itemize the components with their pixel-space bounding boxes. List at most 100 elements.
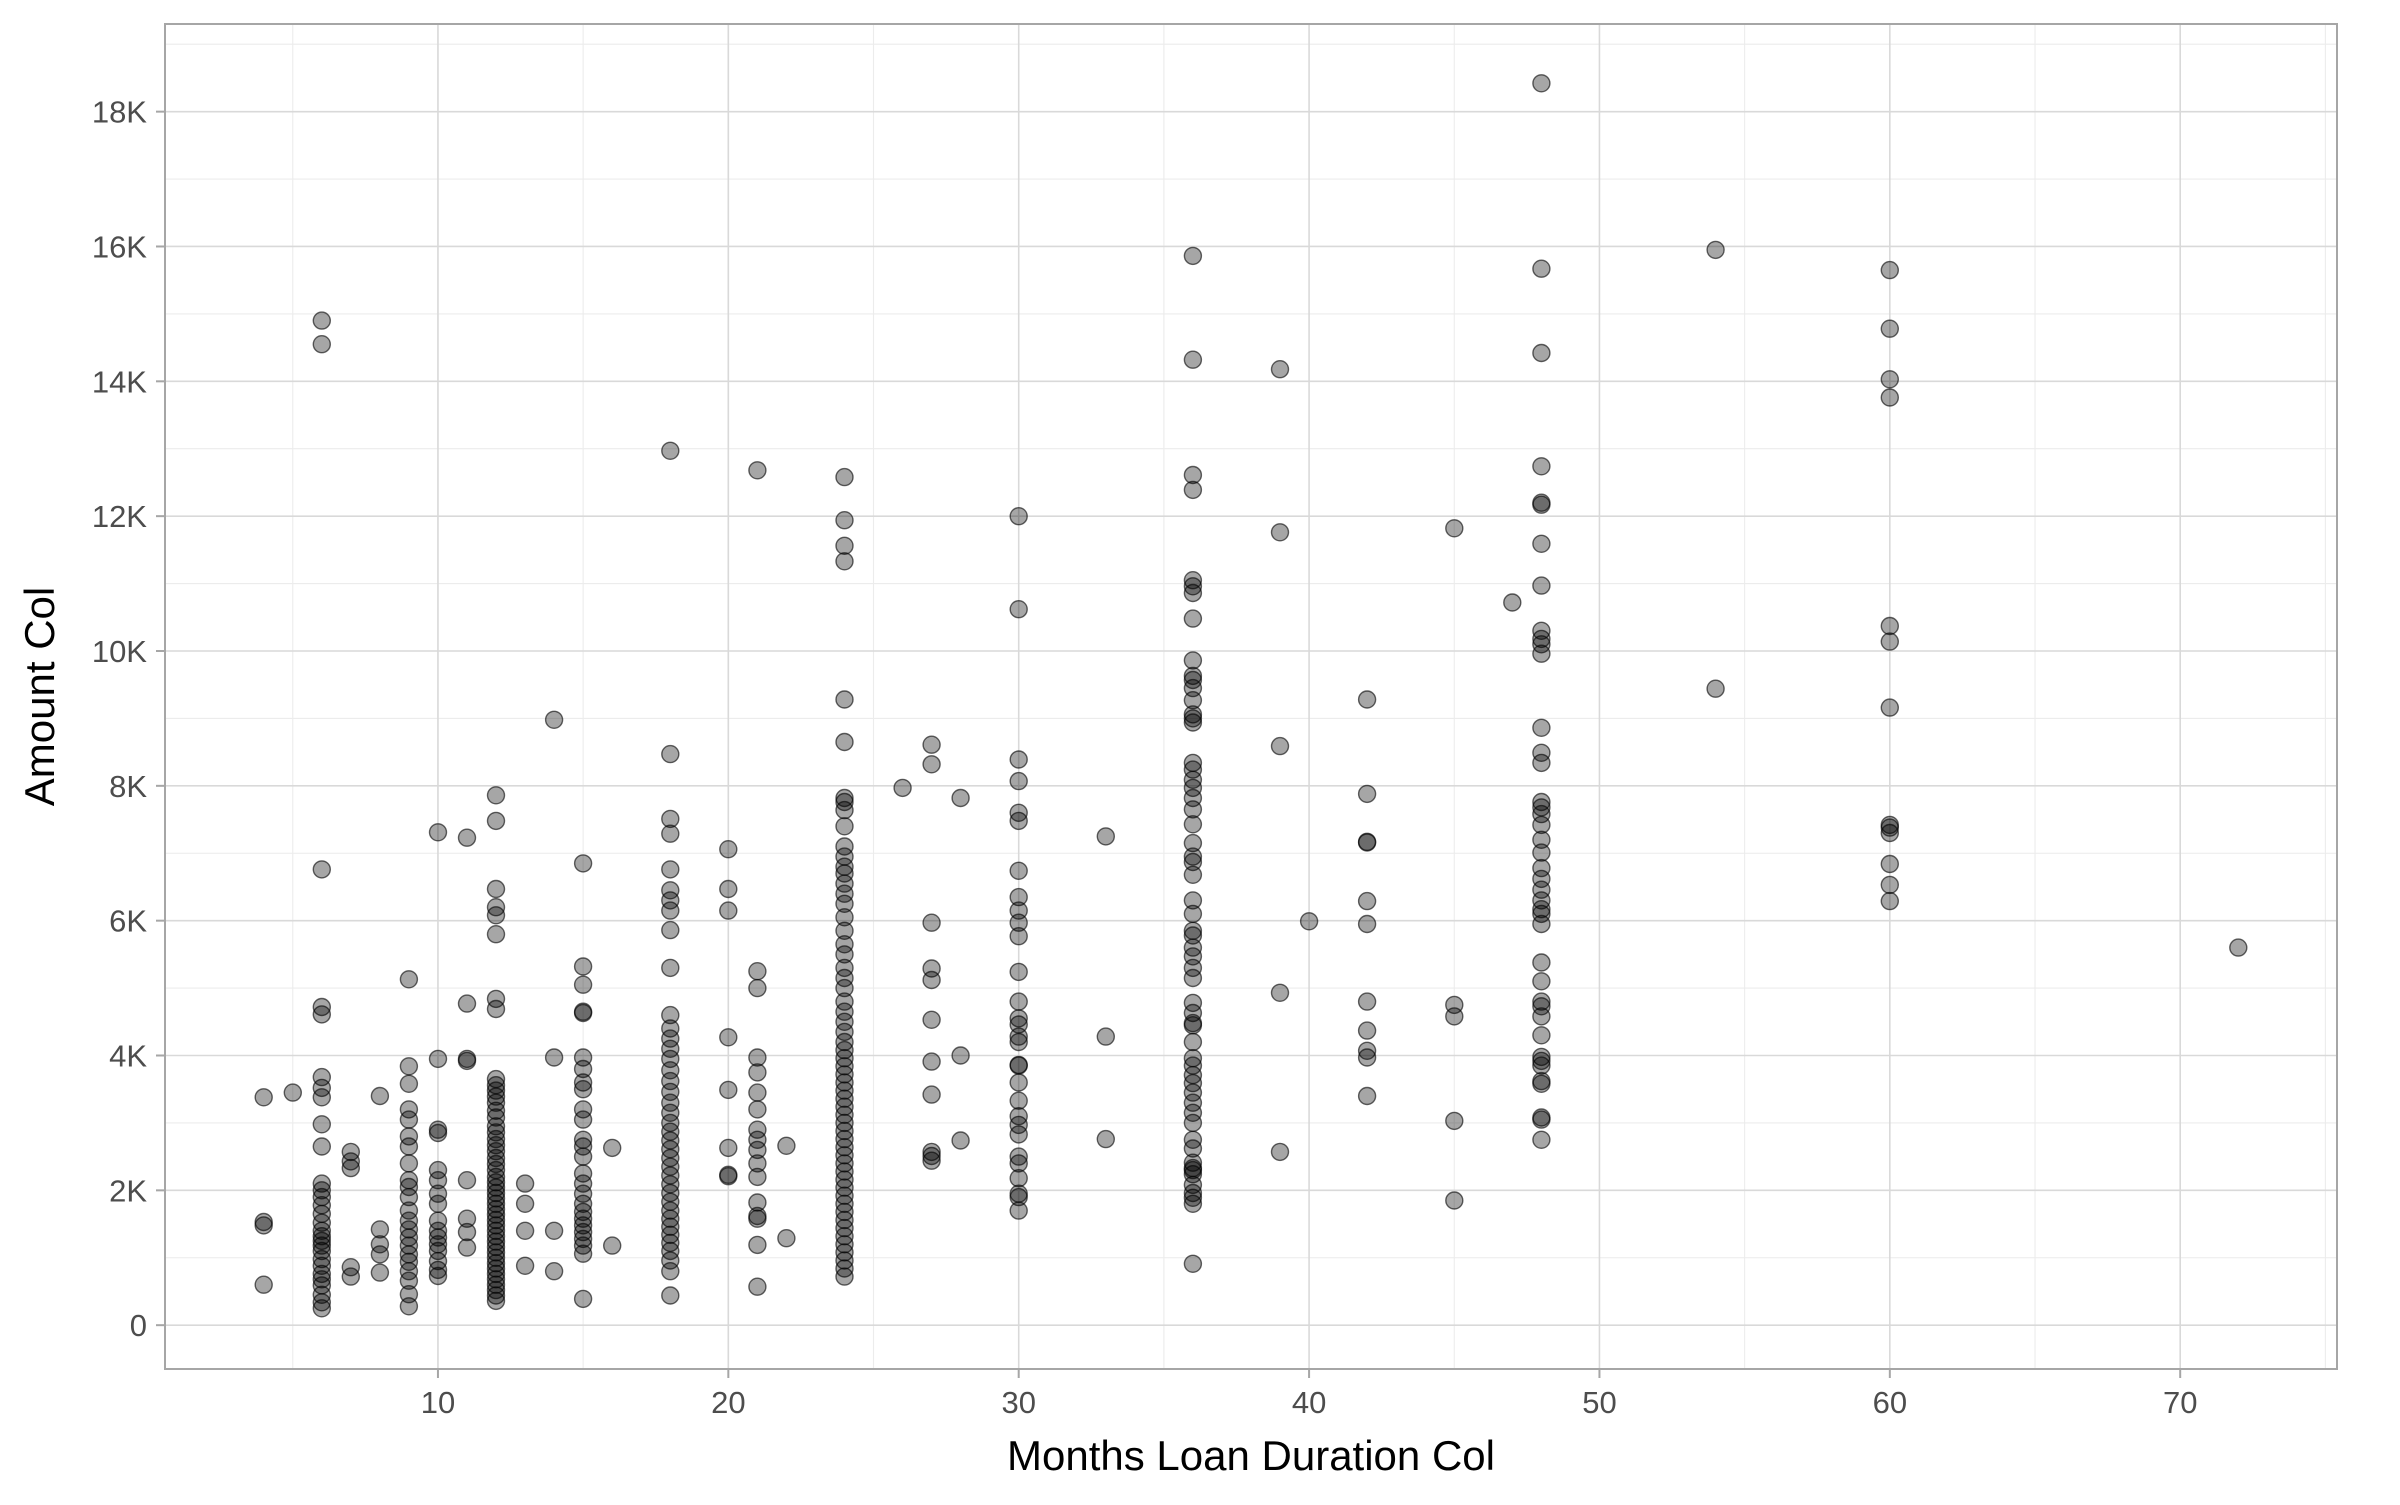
- data-point: [662, 861, 679, 878]
- data-point: [517, 1257, 534, 1274]
- data-point: [400, 1155, 417, 1172]
- data-point: [749, 1210, 766, 1227]
- data-point: [1359, 1088, 1376, 1105]
- x-tick-label: 30: [1001, 1385, 1035, 1420]
- data-point: [836, 553, 853, 570]
- data-point: [1184, 351, 1201, 368]
- data-point: [749, 462, 766, 479]
- data-point: [284, 1084, 301, 1101]
- data-point: [749, 963, 766, 980]
- data-point: [255, 1217, 272, 1234]
- data-point: [1881, 699, 1898, 716]
- data-point: [488, 787, 505, 804]
- data-point: [430, 1268, 447, 1285]
- y-tick-label: 6K: [109, 904, 147, 939]
- data-point: [488, 907, 505, 924]
- data-point: [952, 1047, 969, 1064]
- data-point: [1184, 816, 1201, 833]
- data-point: [1881, 893, 1898, 910]
- data-point: [1010, 1126, 1027, 1143]
- data-point: [488, 812, 505, 829]
- data-point: [1010, 1170, 1027, 1187]
- data-point: [1881, 876, 1898, 893]
- data-point: [371, 1264, 388, 1281]
- data-point: [400, 1111, 417, 1128]
- data-point: [575, 1081, 592, 1098]
- data-point: [1446, 1008, 1463, 1025]
- data-point: [923, 914, 940, 931]
- data-point: [1533, 973, 1550, 990]
- data-point: [430, 1050, 447, 1067]
- data-point: [488, 881, 505, 898]
- data-point: [749, 980, 766, 997]
- data-point: [836, 537, 853, 554]
- data-point: [1010, 1092, 1027, 1109]
- data-point: [1301, 913, 1318, 930]
- data-point: [836, 691, 853, 708]
- data-point: [1184, 1114, 1201, 1131]
- data-point: [459, 1239, 476, 1256]
- data-point: [488, 926, 505, 943]
- data-point: [662, 1287, 679, 1304]
- data-point: [1010, 963, 1027, 980]
- data-point: [749, 1236, 766, 1253]
- data-point: [1533, 1131, 1550, 1148]
- data-point: [1533, 345, 1550, 362]
- data-point: [1533, 954, 1550, 971]
- data-point: [546, 711, 563, 728]
- data-point: [778, 1230, 795, 1247]
- y-tick-label: 12K: [92, 499, 147, 534]
- data-point: [1184, 1017, 1201, 1034]
- data-point: [1533, 1008, 1550, 1025]
- y-tick-label: 2K: [109, 1173, 147, 1208]
- data-point: [749, 1084, 766, 1101]
- data-point: [400, 1058, 417, 1075]
- data-point: [1010, 751, 1027, 768]
- data-point: [342, 1268, 359, 1285]
- data-point: [923, 1152, 940, 1169]
- data-point: [575, 958, 592, 975]
- data-point: [720, 1139, 737, 1156]
- data-point: [720, 1029, 737, 1046]
- data-point: [1533, 844, 1550, 861]
- data-point: [1881, 371, 1898, 388]
- data-point: [1010, 1034, 1027, 1051]
- data-point: [313, 861, 330, 878]
- data-point: [836, 1268, 853, 1285]
- data-point: [1184, 247, 1201, 264]
- data-point: [1881, 618, 1898, 635]
- data-point: [923, 736, 940, 753]
- data-point: [400, 971, 417, 988]
- data-point: [1446, 1112, 1463, 1129]
- data-point: [1184, 481, 1201, 498]
- data-point: [1881, 856, 1898, 873]
- data-point: [1010, 928, 1027, 945]
- data-point: [459, 1052, 476, 1069]
- data-point: [313, 1138, 330, 1155]
- data-point: [662, 922, 679, 939]
- data-point: [836, 734, 853, 751]
- data-point: [1359, 834, 1376, 851]
- data-point: [836, 802, 853, 819]
- data-point: [662, 902, 679, 919]
- data-point: [720, 902, 737, 919]
- x-axis-title: Months Loan Duration Col: [1007, 1432, 1495, 1479]
- data-point: [1010, 508, 1027, 525]
- x-tick-label: 60: [1873, 1385, 1907, 1420]
- data-point: [1446, 1192, 1463, 1209]
- data-point: [1272, 361, 1289, 378]
- data-point: [1097, 1028, 1114, 1045]
- y-tick-label: 14K: [92, 364, 147, 399]
- data-point: [459, 995, 476, 1012]
- data-point: [923, 1086, 940, 1103]
- data-point: [313, 312, 330, 329]
- x-tick-label: 40: [1292, 1385, 1326, 1420]
- data-point: [575, 1245, 592, 1262]
- data-point: [749, 1168, 766, 1185]
- data-point: [1881, 633, 1898, 650]
- data-point: [1359, 916, 1376, 933]
- data-point: [1359, 1049, 1376, 1066]
- data-point: [1010, 1057, 1027, 1074]
